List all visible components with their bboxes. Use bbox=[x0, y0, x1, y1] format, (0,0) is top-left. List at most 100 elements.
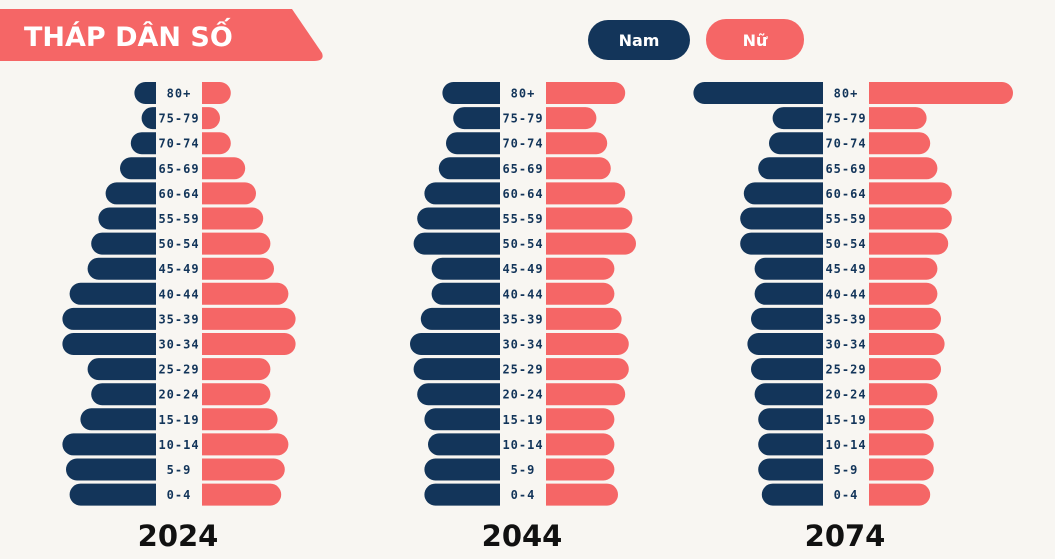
age-label: 15-19 bbox=[825, 413, 866, 427]
bar-female-45-49 bbox=[869, 257, 938, 280]
bar-female-60-64 bbox=[546, 182, 626, 205]
age-label: 5-9 bbox=[511, 463, 536, 477]
bar-female-40-44 bbox=[546, 282, 615, 305]
bar-male-5-9 bbox=[758, 458, 823, 481]
bar-female-50-54 bbox=[869, 232, 949, 255]
bar-female-55-59 bbox=[546, 207, 633, 230]
bar-female-75-79 bbox=[869, 107, 927, 130]
page-title: THÁP DÂN SỐ bbox=[24, 17, 233, 53]
bar-female-20-24 bbox=[546, 383, 626, 406]
bar-male-80+ bbox=[442, 82, 500, 104]
bar-female-15-19 bbox=[869, 408, 934, 431]
bar-female-40-44 bbox=[869, 282, 938, 305]
age-label: 60-64 bbox=[825, 187, 866, 201]
age-label: 35-39 bbox=[502, 312, 543, 326]
legend: Nam Nữ bbox=[588, 19, 804, 60]
bar-male-5-9 bbox=[66, 458, 156, 481]
age-label: 0-4 bbox=[834, 488, 859, 502]
bar-male-50-54 bbox=[413, 232, 500, 255]
bar-female-15-19 bbox=[202, 408, 278, 431]
bar-male-20-24 bbox=[91, 383, 156, 406]
legend-female-pill bbox=[706, 19, 804, 60]
bar-male-50-54 bbox=[91, 232, 156, 255]
age-label: 55-59 bbox=[158, 212, 199, 226]
bar-female-75-79 bbox=[202, 107, 220, 130]
bar-female-0-4 bbox=[546, 483, 618, 506]
bar-female-80+ bbox=[869, 82, 1013, 104]
age-label: 20-24 bbox=[825, 388, 866, 402]
age-label: 10-14 bbox=[502, 438, 543, 452]
bar-male-40-44 bbox=[754, 282, 823, 305]
bar-male-10-14 bbox=[62, 433, 156, 456]
bar-male-35-39 bbox=[62, 307, 156, 330]
bar-female-70-74 bbox=[202, 132, 231, 155]
age-label: 65-69 bbox=[158, 162, 199, 176]
legend-female-label: Nữ bbox=[743, 31, 768, 50]
bar-female-0-4 bbox=[869, 483, 931, 506]
bar-male-5-9 bbox=[424, 458, 500, 481]
age-label: 40-44 bbox=[502, 287, 543, 301]
bar-male-45-49 bbox=[87, 257, 156, 280]
bar-male-25-29 bbox=[751, 358, 823, 381]
bar-male-55-59 bbox=[98, 207, 156, 230]
age-label: 40-44 bbox=[158, 287, 199, 301]
age-label: 70-74 bbox=[158, 137, 199, 151]
age-label: 25-29 bbox=[158, 363, 199, 377]
age-label: 20-24 bbox=[502, 388, 543, 402]
bar-female-20-24 bbox=[202, 383, 271, 406]
bar-male-35-39 bbox=[420, 307, 500, 330]
age-label: 45-49 bbox=[825, 262, 866, 276]
bar-male-0-4 bbox=[761, 483, 823, 506]
year-label: 2044 bbox=[482, 519, 563, 553]
bar-female-30-34 bbox=[202, 333, 296, 355]
bar-female-45-49 bbox=[546, 257, 615, 280]
age-label: 10-14 bbox=[158, 438, 199, 452]
bar-female-25-29 bbox=[202, 358, 271, 381]
pyramid-2024: 80+ 75-79 70-74 65-69 60-64 55-59 50-54 45-49 40… bbox=[62, 82, 296, 553]
bar-male-70-74 bbox=[130, 132, 156, 155]
age-label: 55-59 bbox=[825, 212, 866, 226]
bar-male-40-44 bbox=[431, 282, 500, 305]
bar-male-30-34 bbox=[747, 333, 823, 355]
bar-female-15-19 bbox=[546, 408, 615, 431]
pyramid-2044: 80+ 75-79 70-74 65-69 60-64 55-59 50-54 45-49 40… bbox=[410, 82, 636, 553]
age-label: 35-39 bbox=[825, 312, 866, 326]
legend-male-label: Nam bbox=[619, 31, 660, 50]
age-label: 0-4 bbox=[511, 488, 536, 502]
bar-male-15-19 bbox=[758, 408, 823, 431]
bar-female-10-14 bbox=[869, 433, 934, 456]
bar-female-50-54 bbox=[202, 232, 271, 255]
bar-male-20-24 bbox=[754, 383, 823, 406]
age-label: 75-79 bbox=[502, 112, 543, 126]
title-banner-shape bbox=[0, 9, 323, 61]
age-label: 50-54 bbox=[825, 237, 866, 251]
bar-male-45-49 bbox=[754, 257, 823, 280]
age-label: 40-44 bbox=[825, 287, 866, 301]
age-label: 35-39 bbox=[158, 312, 199, 326]
age-label: 50-54 bbox=[502, 237, 543, 251]
bar-male-55-59 bbox=[740, 207, 823, 230]
age-label: 20-24 bbox=[158, 388, 199, 402]
bar-female-20-24 bbox=[869, 383, 938, 406]
bar-male-80+ bbox=[134, 82, 156, 104]
age-label: 10-14 bbox=[825, 438, 866, 452]
bar-female-60-64 bbox=[869, 182, 952, 205]
bar-female-65-69 bbox=[202, 157, 246, 180]
age-label: 75-79 bbox=[158, 112, 199, 126]
bar-male-75-79 bbox=[141, 107, 156, 130]
age-label: 50-54 bbox=[158, 237, 199, 251]
bar-female-65-69 bbox=[546, 157, 611, 180]
bar-female-30-34 bbox=[546, 333, 629, 355]
bar-male-10-14 bbox=[758, 433, 823, 456]
bar-female-5-9 bbox=[869, 458, 934, 481]
bar-male-80+ bbox=[693, 82, 823, 104]
age-label: 80+ bbox=[834, 87, 859, 101]
bar-female-80+ bbox=[202, 82, 231, 104]
bar-female-45-49 bbox=[202, 257, 274, 280]
age-label: 30-34 bbox=[825, 338, 866, 352]
bar-female-55-59 bbox=[869, 207, 952, 230]
bar-male-75-79 bbox=[772, 107, 823, 130]
bar-male-70-74 bbox=[769, 132, 823, 155]
bar-female-65-69 bbox=[869, 157, 938, 180]
